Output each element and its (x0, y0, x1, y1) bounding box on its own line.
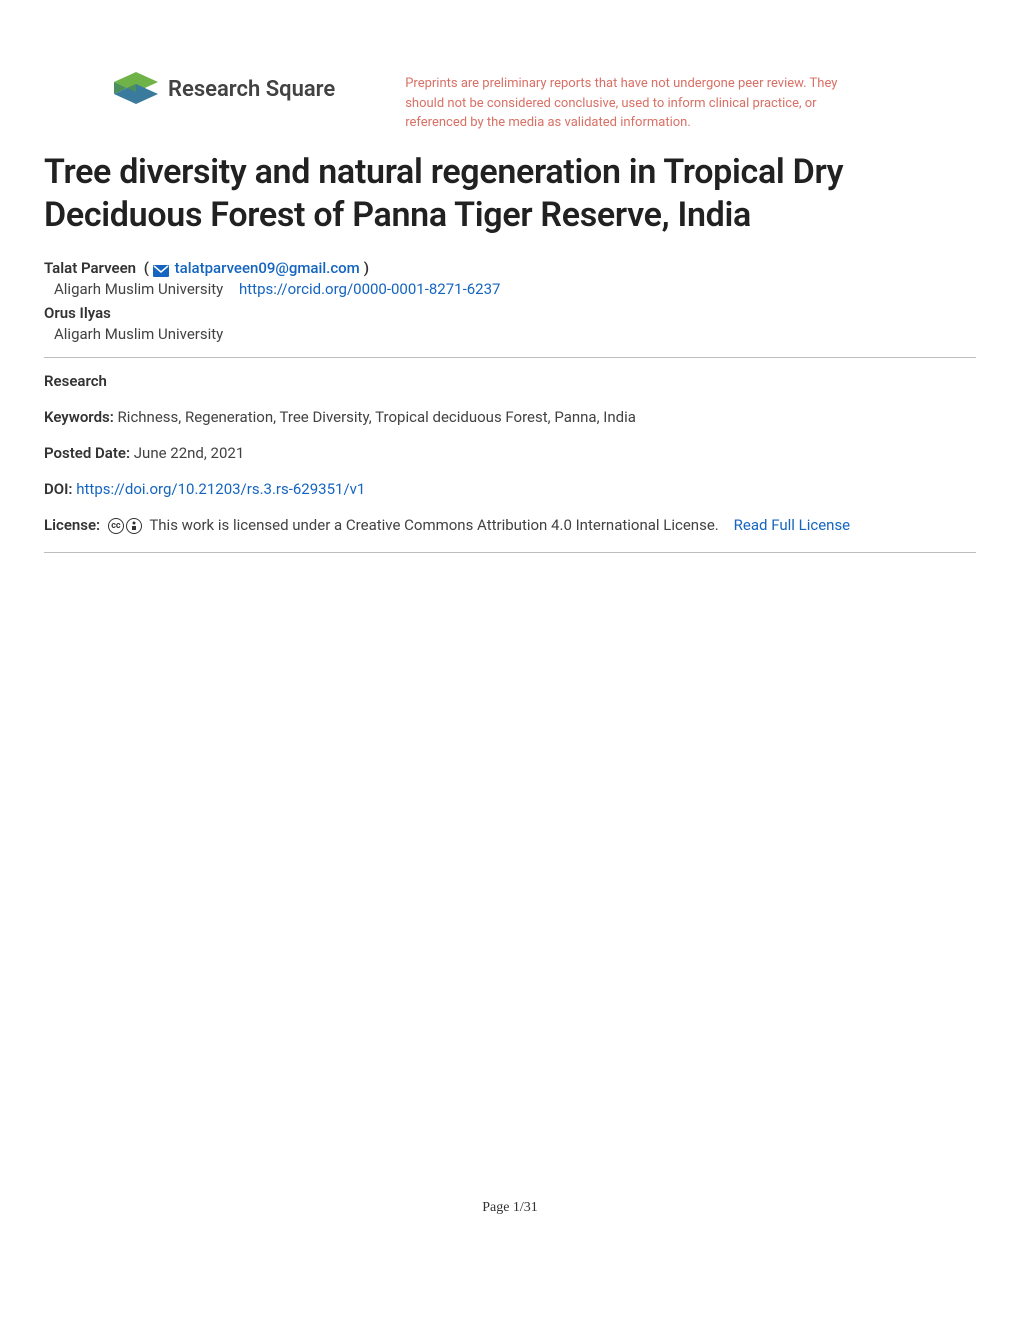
posted-date-label: Posted Date: (44, 444, 130, 462)
logo-mark-icon (114, 70, 158, 108)
keywords-label: Keywords: (44, 408, 114, 426)
author-affiliation: Aligarh Muslim University (44, 325, 976, 343)
authors-section: Talat Parveen ( talatparveen09@gmail.com… (44, 258, 976, 343)
license-link[interactable]: Read Full License (734, 516, 850, 534)
doi-label: DOI: (44, 480, 73, 498)
posted-date-row: Posted Date: June 22nd, 2021 (44, 444, 976, 462)
page-number: Page 1/31 (0, 1200, 1020, 1216)
posted-date-value: June 22nd, 2021 (134, 444, 245, 462)
article-type: Research (44, 372, 976, 390)
license-text: This work is licensed under a Creative C… (149, 516, 718, 534)
divider (44, 357, 976, 358)
cc-icon: cc (108, 518, 124, 534)
by-icon (126, 518, 142, 534)
license-icons: cc (108, 518, 142, 534)
author-affiliation: Aligarh Muslim University https://orcid.… (44, 280, 976, 298)
license-label: License: (44, 516, 100, 534)
doi-link[interactable]: https://doi.org/10.21203/rs.3.rs-629351/… (76, 480, 365, 498)
author-paren-close: ) (364, 259, 369, 277)
author-row: Talat Parveen ( talatparveen09@gmail.com… (44, 258, 976, 277)
article-title: Tree diversity and natural regeneration … (44, 151, 976, 238)
author-name: Talat Parveen (44, 259, 136, 277)
logo: Research Square (44, 70, 335, 108)
disclaimer-text: Preprints are preliminary reports that h… (405, 70, 865, 133)
author-name: Orus Ilyas (44, 304, 111, 322)
orcid-link[interactable]: https://orcid.org/0000-0001-8271-6237 (239, 280, 500, 298)
divider (44, 552, 976, 553)
keywords-value: Richness, Regeneration, Tree Diversity, … (118, 408, 636, 426)
header: Research Square Preprints are preliminar… (44, 70, 976, 133)
affiliation-text: Aligarh Muslim University (54, 325, 223, 343)
author-email-link[interactable]: talatparveen09@gmail.com (175, 259, 360, 277)
license-row: License: cc This work is licensed under … (44, 516, 976, 534)
keywords-row: Keywords: Richness, Regeneration, Tree D… (44, 408, 976, 426)
email-icon (153, 262, 169, 274)
logo-text: Research Square (168, 77, 335, 102)
author-paren-open: ( (140, 259, 153, 277)
doi-row: DOI: https://doi.org/10.21203/rs.3.rs-62… (44, 480, 976, 498)
author-row: Orus Ilyas (44, 303, 976, 322)
affiliation-text: Aligarh Muslim University (54, 280, 223, 298)
